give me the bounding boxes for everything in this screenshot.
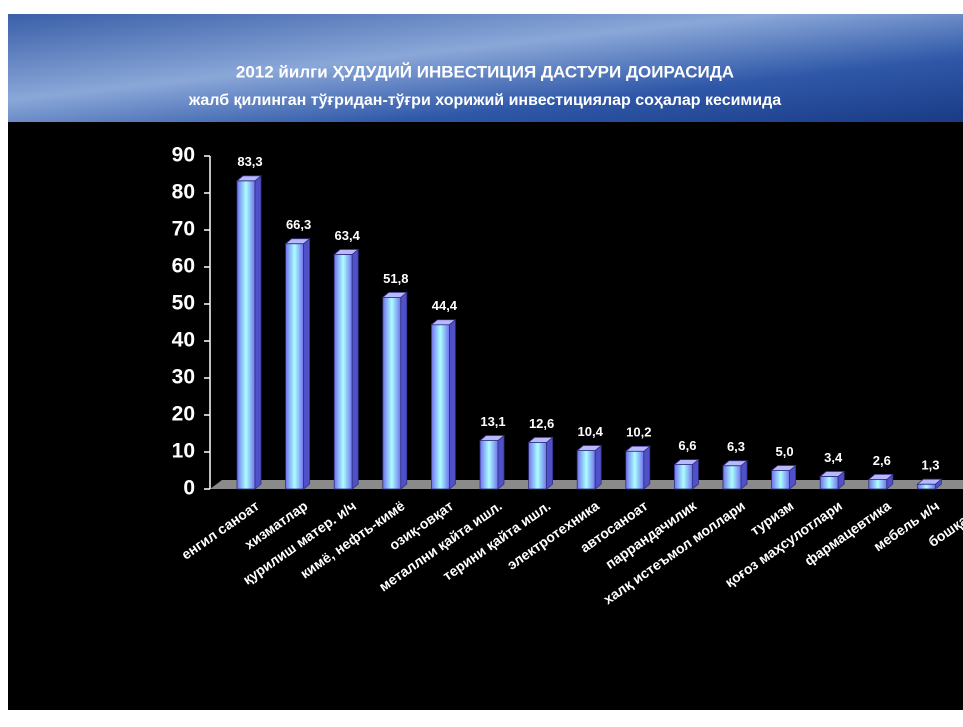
y-tick-label: 40 bbox=[172, 329, 195, 352]
bar-top bbox=[624, 445, 651, 452]
bar-side bbox=[643, 445, 651, 490]
bar bbox=[528, 441, 547, 490]
y-tick-label: 20 bbox=[172, 403, 195, 426]
bar-top bbox=[333, 249, 360, 255]
y-tick-label: 0 bbox=[183, 477, 195, 500]
chart-title: 2012 йилги ҲУДУДИЙ ИНВЕСТИЦИЯ ДАСТУРИ ДО… bbox=[236, 62, 734, 81]
bar-side bbox=[448, 318, 456, 490]
bar bbox=[917, 483, 936, 490]
bar bbox=[382, 296, 402, 490]
value-label: 5,0 bbox=[776, 444, 794, 459]
y-tick-label: 30 bbox=[172, 366, 195, 389]
bar bbox=[674, 464, 693, 490]
bar-top bbox=[527, 436, 554, 443]
bar-side bbox=[351, 248, 359, 490]
y-tick-label: 80 bbox=[172, 181, 195, 204]
bar-top bbox=[819, 471, 846, 477]
value-label: 10,2 bbox=[626, 425, 651, 440]
bar-side bbox=[303, 237, 311, 490]
chart-background bbox=[8, 122, 963, 710]
y-tick-label: 60 bbox=[172, 255, 195, 278]
bar-top bbox=[867, 473, 894, 480]
bar-top bbox=[673, 459, 700, 465]
bar-top bbox=[235, 175, 263, 182]
value-label: 2,6 bbox=[873, 453, 891, 468]
bar bbox=[430, 324, 450, 490]
value-label: 6,3 bbox=[727, 439, 745, 454]
chart-subtitle: жалб қилинган тўғридан-тўғри хорижий инв… bbox=[188, 92, 781, 109]
bar-top bbox=[770, 465, 797, 471]
bar-top bbox=[430, 319, 457, 326]
bar bbox=[722, 465, 742, 490]
bar-top bbox=[284, 238, 311, 245]
bar-top bbox=[478, 435, 506, 441]
value-label: 51,8 bbox=[383, 271, 408, 286]
bar bbox=[333, 254, 353, 490]
value-label: 3,4 bbox=[824, 450, 843, 465]
value-label: 44,4 bbox=[432, 298, 458, 313]
value-label: 83,3 bbox=[237, 154, 262, 169]
bar bbox=[285, 243, 305, 490]
value-label: 12,6 bbox=[529, 416, 554, 431]
bar-top bbox=[381, 291, 408, 298]
bar bbox=[236, 180, 256, 490]
value-label: 6,6 bbox=[678, 438, 696, 453]
value-label: 63,4 bbox=[335, 228, 361, 243]
bar bbox=[819, 476, 839, 490]
value-label: 10,4 bbox=[578, 424, 604, 439]
bar-side bbox=[546, 436, 553, 490]
bar bbox=[479, 440, 499, 490]
bar bbox=[625, 450, 645, 490]
bar-top bbox=[916, 478, 943, 485]
header-background bbox=[8, 14, 963, 122]
bar-top bbox=[721, 460, 749, 467]
bar-side bbox=[254, 174, 262, 490]
bar-side bbox=[400, 291, 408, 490]
y-tick-label: 50 bbox=[172, 292, 195, 315]
y-tick-label: 90 bbox=[172, 144, 195, 167]
bar-side bbox=[594, 444, 602, 490]
bar bbox=[771, 470, 790, 490]
bar bbox=[576, 450, 596, 490]
value-label: 1,3 bbox=[921, 458, 939, 473]
value-label: 13,1 bbox=[480, 414, 505, 429]
bar bbox=[868, 478, 888, 490]
bar-top bbox=[576, 445, 603, 451]
value-label: 66,3 bbox=[286, 217, 311, 232]
bar-side bbox=[497, 434, 505, 490]
y-tick-label: 70 bbox=[172, 218, 195, 241]
y-tick-label: 10 bbox=[172, 440, 195, 463]
